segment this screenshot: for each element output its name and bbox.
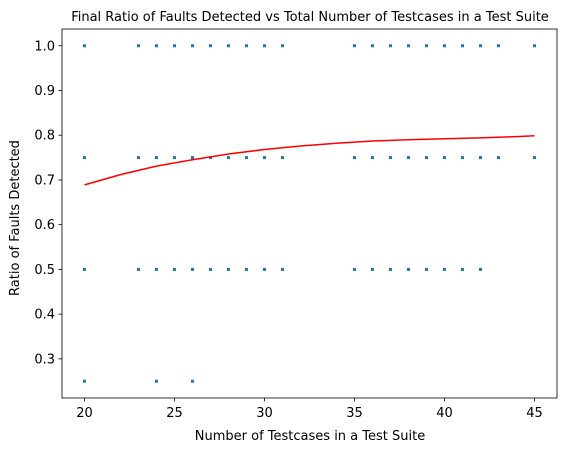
data-point: [281, 267, 284, 271]
x-tick-label: 35: [346, 406, 363, 421]
data-point: [83, 379, 86, 383]
data-point: [209, 267, 212, 271]
y-tick-label: 0.6: [34, 218, 55, 233]
data-point: [533, 156, 536, 160]
data-point: [461, 156, 464, 160]
x-tick-label: 40: [436, 406, 453, 421]
data-point: [281, 156, 284, 160]
data-point: [371, 156, 374, 160]
data-point: [461, 44, 464, 48]
data-point: [227, 267, 230, 271]
axes-frame: [61, 28, 558, 399]
data-point: [353, 156, 356, 160]
x-tick-label: 20: [76, 406, 93, 421]
data-point: [389, 44, 392, 48]
data-point: [191, 44, 194, 48]
plot-area: [61, 28, 558, 399]
data-point: [407, 156, 410, 160]
x-axis-label: Number of Testcases in a Test Suite: [195, 429, 425, 444]
data-point: [155, 44, 158, 48]
data-point: [155, 156, 158, 160]
data-point: [407, 267, 410, 271]
data-point: [191, 156, 194, 160]
data-point: [479, 267, 482, 271]
data-point: [425, 44, 428, 48]
data-point: [461, 267, 464, 271]
data-point: [353, 267, 356, 271]
data-point: [191, 379, 194, 383]
x-tick-label: 30: [256, 406, 273, 421]
data-point: [443, 156, 446, 160]
data-point: [497, 156, 500, 160]
data-point: [263, 44, 266, 48]
data-point: [443, 44, 446, 48]
data-point: [353, 44, 356, 48]
data-point: [479, 156, 482, 160]
data-point: [83, 44, 86, 48]
data-point: [281, 44, 284, 48]
y-tick-label: 0.4: [34, 308, 55, 323]
data-point: [83, 267, 86, 271]
data-point: [173, 44, 176, 48]
data-point: [263, 267, 266, 271]
data-point: [137, 156, 140, 160]
data-point: [245, 44, 248, 48]
data-point: [425, 156, 428, 160]
data-point: [227, 44, 230, 48]
x-tick-label: 45: [526, 406, 543, 421]
data-point: [263, 156, 266, 160]
data-point: [425, 267, 428, 271]
data-point: [137, 267, 140, 271]
data-point: [245, 267, 248, 271]
data-point: [407, 44, 410, 48]
y-tick-label: 1.0: [34, 39, 55, 54]
data-point: [227, 156, 230, 160]
data-point: [173, 267, 176, 271]
fit-curve: [84, 134, 535, 186]
y-tick-label: 0.3: [34, 352, 55, 367]
axis-ticks: 20 25 30 35 40 45 0.3 0.4 0.5 0.6 0.7 0.8 0.9 1.0: [34, 39, 542, 421]
chart-title: Final Ratio of Faults Detected vs Total …: [71, 10, 549, 25]
data-point: [173, 156, 176, 160]
data-point: [533, 44, 536, 48]
data-point: [497, 44, 500, 48]
data-point: [155, 267, 158, 271]
data-point: [245, 156, 248, 160]
y-tick-label: 0.9: [34, 84, 55, 99]
data-point: [137, 44, 140, 48]
data-point: [371, 44, 374, 48]
data-point: [191, 267, 194, 271]
y-tick-label: 0.7: [34, 173, 55, 188]
x-tick-label: 25: [166, 406, 183, 421]
data-point: [389, 156, 392, 160]
data-point: [83, 156, 86, 160]
data-point: [389, 267, 392, 271]
data-point: [479, 44, 482, 48]
y-axis-label: Ratio of Faults Detected: [8, 140, 23, 296]
data-point: [443, 267, 446, 271]
y-tick-label: 0.5: [34, 263, 55, 278]
data-point: [155, 379, 158, 383]
data-point: [371, 267, 374, 271]
y-tick-label: 0.8: [34, 129, 55, 144]
data-point: [209, 44, 212, 48]
